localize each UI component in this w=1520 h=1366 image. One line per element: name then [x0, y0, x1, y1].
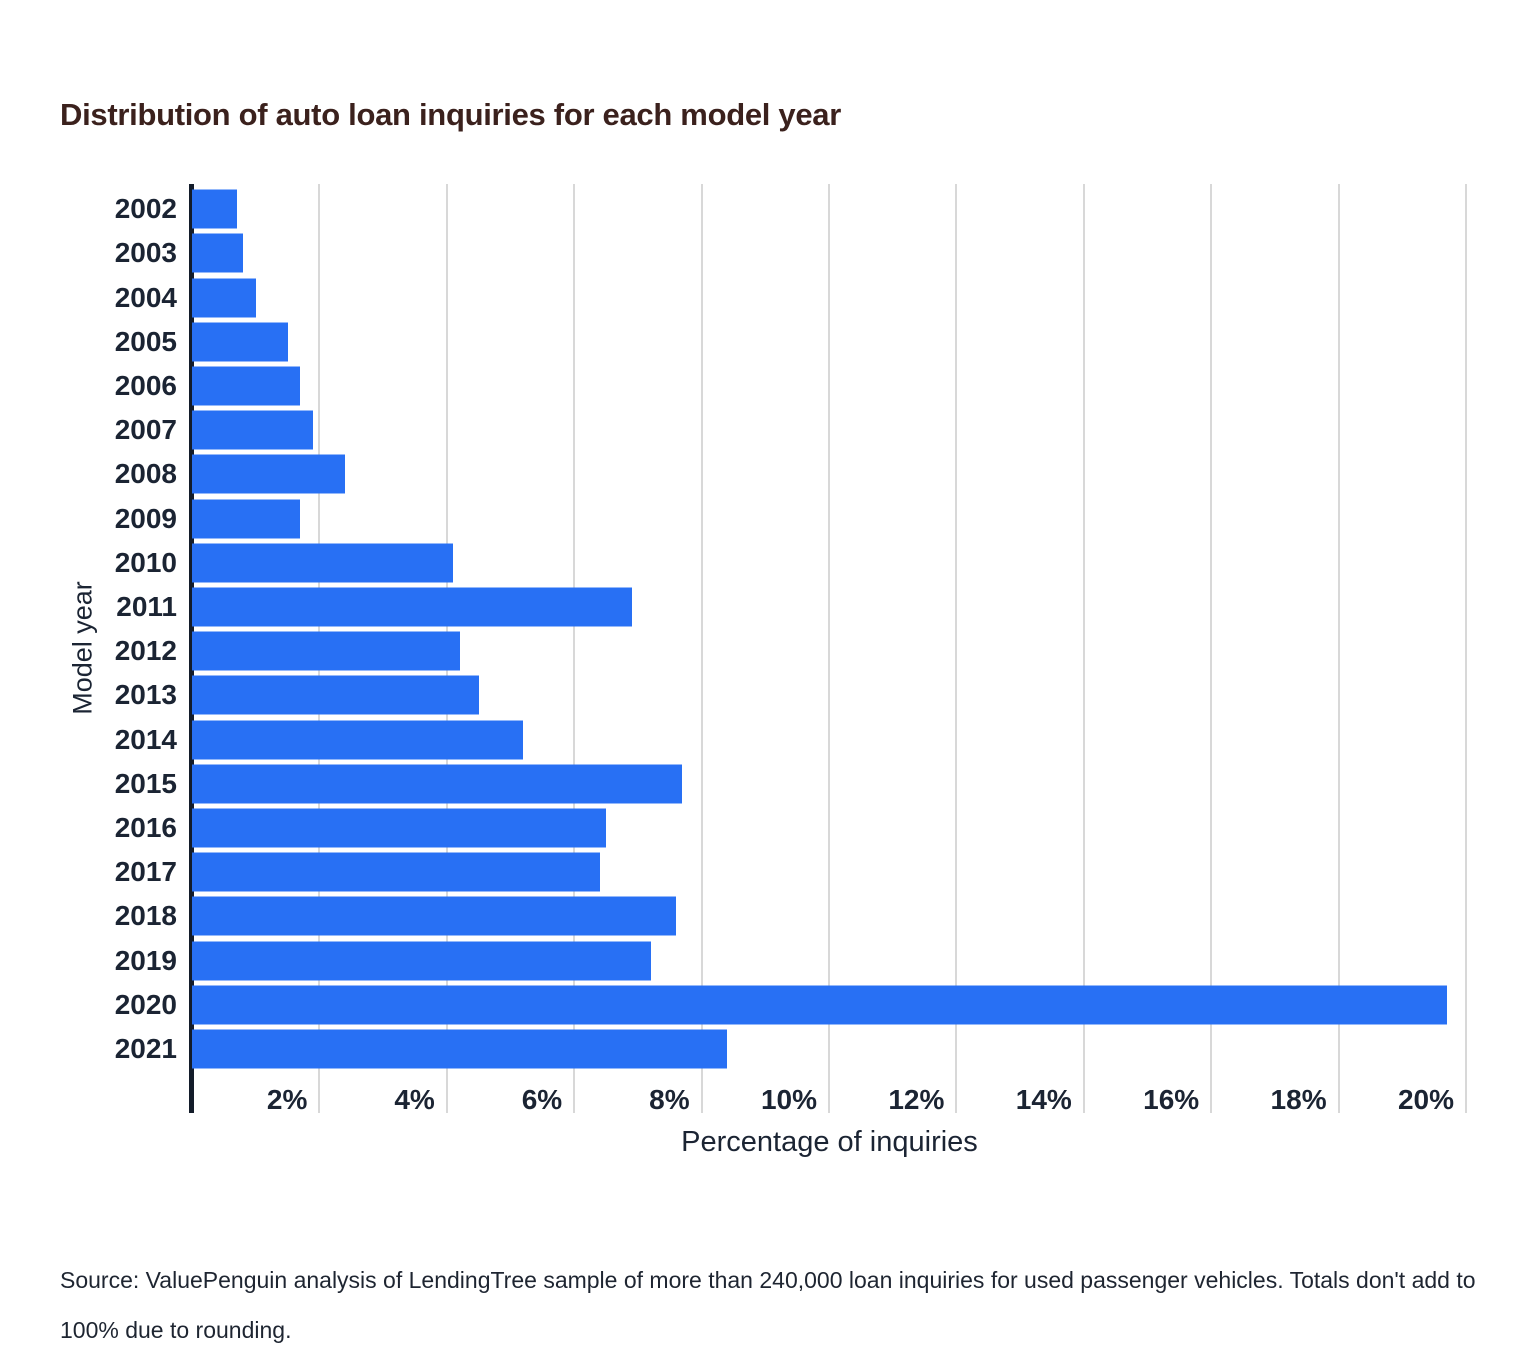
year-label: 2011: [116, 590, 177, 622]
bar: [192, 764, 683, 804]
bar: [192, 1029, 728, 1069]
bar: [192, 454, 345, 494]
chart-row: 2011: [0, 585, 1520, 629]
chart-row: 2016: [0, 806, 1520, 850]
bar: [192, 852, 600, 892]
gridline: [828, 184, 830, 1113]
year-label: 2002: [114, 193, 177, 225]
x-tick-label: 4%: [394, 1084, 435, 1115]
chart-row: 2013: [0, 673, 1520, 717]
source-note: Source: ValuePenguin analysis of Lending…: [60, 1267, 1476, 1343]
x-tick-label: 14%: [1015, 1084, 1072, 1115]
bar: [192, 587, 632, 627]
year-label: 2014: [114, 723, 177, 755]
bar: [192, 278, 256, 317]
year-label: 2009: [114, 502, 177, 534]
chart-row: 2005: [0, 320, 1520, 364]
year-label: 2020: [114, 988, 177, 1020]
chart-row: 2017: [0, 850, 1520, 894]
gridline: [1465, 184, 1467, 1113]
x-tick-label: 2%: [266, 1084, 308, 1115]
year-label: 2007: [114, 414, 177, 446]
bar: [192, 808, 607, 848]
year-label: 2013: [114, 679, 177, 711]
chart-row: 2004: [0, 275, 1520, 319]
chart-row: 2019: [0, 938, 1520, 982]
x-axis-title: Percentage of inquiries: [681, 1126, 978, 1158]
bar: [192, 499, 301, 539]
bar: [192, 366, 301, 406]
bar: [192, 896, 677, 936]
chart-row: 2012: [0, 629, 1520, 673]
chart-row: 2010: [0, 541, 1520, 585]
year-label: 2019: [114, 944, 177, 976]
bar: [192, 189, 237, 229]
chart-title: Distribution of auto loan inquiries for …: [60, 96, 841, 132]
x-tick-label: 20%: [1397, 1084, 1454, 1115]
year-label: 2010: [114, 546, 177, 578]
y-axis-line: [189, 184, 194, 1113]
bar: [192, 675, 479, 715]
x-tick-label: 10%: [760, 1084, 817, 1115]
year-label: 2015: [114, 767, 177, 799]
chart-row: 2014: [0, 717, 1520, 761]
x-tick-label: 6%: [521, 1084, 563, 1115]
bar-rows: 2002 2003 2004 2005 2006 2007 2008 2009 2010 2011…: [0, 187, 1520, 1071]
gridline: [1337, 184, 1340, 1113]
x-tick-label: 8%: [649, 1084, 690, 1115]
bar: [192, 322, 288, 362]
year-label: 2005: [114, 325, 177, 357]
x-tick-label: 18%: [1270, 1084, 1327, 1115]
gridline: [1082, 184, 1085, 1113]
x-tick-label: 12%: [888, 1084, 945, 1115]
bar: [192, 985, 1447, 1025]
year-label: 2003: [114, 237, 177, 269]
bar: [192, 233, 243, 273]
chart-row: 2008: [0, 452, 1520, 496]
bar: [192, 410, 314, 450]
year-label: 2021: [114, 1032, 177, 1064]
chart-row: 2020: [0, 983, 1520, 1027]
gridline: [573, 184, 576, 1113]
chart-row: 2009: [0, 496, 1520, 540]
chart-row: 2003: [0, 231, 1520, 275]
chart-row: 2015: [0, 762, 1520, 806]
x-tick-label: 16%: [1143, 1084, 1200, 1115]
gridline: [700, 184, 703, 1113]
year-label: 2017: [114, 856, 177, 888]
chart-row: 2006: [0, 364, 1520, 408]
gridline: [955, 184, 958, 1113]
year-label: 2018: [114, 900, 177, 932]
chart-row: 2007: [0, 408, 1520, 452]
chart-row: 2002: [0, 187, 1520, 231]
chart-row: 2018: [0, 894, 1520, 938]
bar: [192, 720, 524, 760]
year-label: 2004: [114, 281, 177, 313]
bar: [192, 941, 651, 981]
bar: [192, 631, 460, 671]
gridline: [1210, 184, 1213, 1113]
chart-row: 2021: [0, 1027, 1520, 1071]
year-label: 2006: [114, 369, 177, 401]
year-label: 2012: [114, 635, 177, 667]
year-label: 2016: [114, 811, 177, 843]
bar: [192, 543, 454, 583]
year-label: 2008: [114, 458, 177, 490]
